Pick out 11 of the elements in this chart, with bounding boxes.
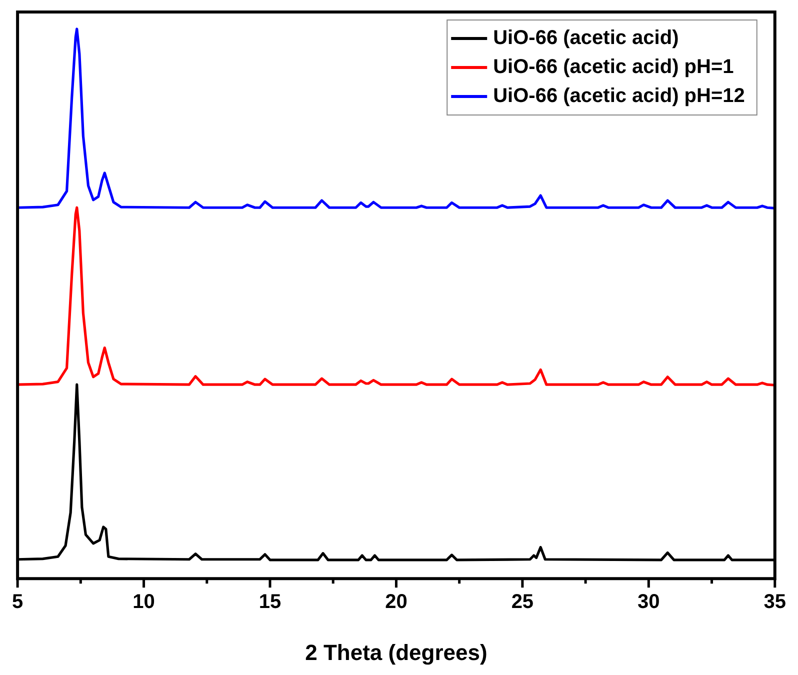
x-tick-label: 25	[511, 591, 534, 614]
x-tick-label: 5	[12, 591, 24, 614]
x-tick-label: 15	[258, 591, 282, 614]
x-tick-label: 30	[638, 591, 660, 614]
legend-label: UiO-66 (acetic acid) pH=12	[493, 85, 745, 108]
legend-label: UiO-66 (acetic acid) pH=1	[493, 56, 734, 78]
x-tick-label: 20	[385, 591, 408, 614]
x-tick-label: 10	[132, 591, 155, 614]
x-axis-title: 2 Theta (degrees)	[305, 640, 488, 665]
legend-label: UiO-66 (acetic acid)	[493, 27, 679, 50]
x-tick-label: 35	[764, 591, 786, 614]
